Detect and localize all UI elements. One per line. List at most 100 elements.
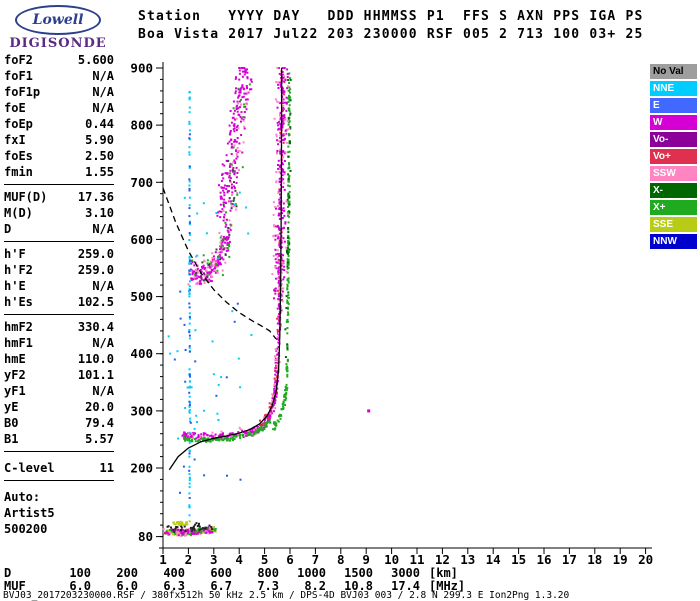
legend-item-vo-: Vo- <box>650 132 697 147</box>
parameter-row: fxI 5.90 <box>4 133 114 149</box>
series-second-order-upper <box>216 67 253 226</box>
digisonde-logo: Lowell DIGISONDE <box>6 5 110 51</box>
x-tick-label: 15 <box>511 552 526 567</box>
parameter-row: foEs 2.50 <box>4 149 114 165</box>
series-e-region-dark <box>166 522 213 533</box>
legend-item-no-val: No Val <box>650 64 697 79</box>
table-cell: 6.3 <box>163 579 185 593</box>
lowell-logo-oval: Lowell <box>15 5 101 35</box>
series-second-order-dark <box>195 159 238 282</box>
parameter-label: h'F2 <box>4 263 33 277</box>
table-cell: 1000 <box>297 566 326 580</box>
x-tick-label: 5 <box>261 552 269 567</box>
legend-item-vo+: Vo+ <box>650 149 697 164</box>
ionogram-scatter <box>162 67 371 537</box>
parameter-row: fmin 1.55 <box>4 165 114 181</box>
parameter-label: foE <box>4 101 26 115</box>
table-unit: [km] <box>429 566 458 580</box>
legend-item-nnw: NNW <box>650 234 697 249</box>
parameter-label: hmF1 <box>4 336 33 350</box>
line-true-height-profile <box>168 68 283 471</box>
parameter-label: yE <box>4 400 19 414</box>
parameter-value: N/A <box>92 279 114 293</box>
autoscaling-info: Auto: <box>4 490 41 504</box>
parameter-label: yF2 <box>4 368 26 382</box>
series-stray-echo <box>367 409 371 413</box>
parameter-value: 259.0 <box>77 247 114 261</box>
parameter-label: foF2 <box>4 53 33 67</box>
legend-item-x+: X+ <box>650 200 697 215</box>
parameter-row: foE N/A <box>4 101 114 117</box>
parameter-row: yE 20.0 <box>4 400 114 416</box>
y-tick-label: 700 <box>130 175 153 190</box>
direction-color-legend: No Val NNE E W Vo- Vo+ SSW X- X+ SSE NNW <box>650 64 697 251</box>
parameter-row: yF2 101.1 <box>4 368 114 384</box>
series-es-layer <box>172 520 191 527</box>
y-tick-label: 400 <box>130 346 153 361</box>
table-cell: 10.8 <box>344 579 373 593</box>
table-cell: 400 <box>163 566 185 580</box>
parameter-value: 5.600 <box>77 53 114 67</box>
parameter-group: foF2 5.600 foF1 N/A foF1p N/A foE N/A foEp 0.44 fx… <box>4 53 114 185</box>
header-line-1: Station YYYY DAY DDD HHMMSS P1 FFS S AXN… <box>138 9 644 24</box>
parameter-value: 5.57 <box>85 432 114 446</box>
parameter-label: h'Es <box>4 295 33 309</box>
y-tick-label: 900 <box>130 61 153 76</box>
x-tick-label: 4 <box>235 552 243 567</box>
series-asymptote-spread-magenta <box>273 67 289 316</box>
series-noise-cyan <box>167 191 253 440</box>
digisonde-logo-text: DIGISONDE <box>9 36 107 51</box>
x-tick-label: 3 <box>210 552 218 567</box>
legend-item-x-: X- <box>650 183 697 198</box>
parameter-value: 79.4 <box>85 416 114 430</box>
parameter-row: foEp 0.44 <box>4 117 114 133</box>
parameter-row: h'Es 102.5 <box>4 295 114 311</box>
parameter-value: 17.36 <box>77 190 114 204</box>
table-row-d: D 100 200 400 600 800 1000 1500 3000 [km] <box>4 566 465 580</box>
parameter-label: foEs <box>4 149 33 163</box>
table-cell: 7.3 <box>257 579 279 593</box>
table-cell: 8.2 <box>304 579 326 593</box>
x-tick-label: 19 <box>613 552 628 567</box>
x-tick-label: 14 <box>486 552 501 567</box>
series-asymptote-spread-pink <box>271 67 291 303</box>
series-noise-blue <box>173 290 242 494</box>
table-cell: 6.0 <box>116 579 138 593</box>
table-unit: [MHz] <box>429 579 466 593</box>
file-info-footer: BVJ03_2017203230000.RSF / 380fx512h 50 k… <box>3 590 570 601</box>
legend-item-sse: SSE <box>650 217 697 232</box>
parameter-row: yF1 N/A <box>4 384 114 400</box>
x-tick-label: 10 <box>384 552 399 567</box>
parameter-label: MUF(D) <box>4 190 48 204</box>
x-tick-label: 9 <box>362 552 370 567</box>
parameter-label: fxI <box>4 133 26 147</box>
parameter-value: 3.10 <box>85 206 114 220</box>
parameter-label: hmF2 <box>4 320 33 334</box>
series-e-region-magenta <box>163 526 214 537</box>
station-header: Station YYYY DAY DDD HHMMSS P1 FFS S AXN… <box>138 8 644 44</box>
parameter-value: N/A <box>92 85 114 99</box>
parameter-label: M(D) <box>4 206 33 220</box>
parameter-label: yF1 <box>4 384 26 398</box>
parameter-row: M(D) 3.10 <box>4 206 114 222</box>
series-x-trace-bend-green <box>272 383 289 431</box>
table-cell: 3000 <box>391 566 420 580</box>
lowell-logo-text: Lowell <box>32 12 84 28</box>
parameter-value: 110.0 <box>77 352 114 366</box>
x-tick-label: 12 <box>435 552 450 567</box>
parameter-row: h'E N/A <box>4 279 114 295</box>
parameter-value: 330.4 <box>77 320 114 334</box>
legend-item-w: W <box>650 115 697 130</box>
parameter-row: h'F 259.0 <box>4 247 114 263</box>
parameter-group: hmF2 330.4 hmF1 N/A hmE 110.0 yF2 101.1 yF1 N/A yE… <box>4 320 114 452</box>
table-cell: 100 <box>69 566 91 580</box>
parameter-value: 1.55 <box>85 165 114 179</box>
parameter-value: 2.50 <box>85 149 114 163</box>
x-tick-label: 13 <box>460 552 475 567</box>
parameter-row: B1 5.57 <box>4 432 114 448</box>
parameter-panel: foF2 5.600 foF1 N/A foF1p N/A foE N/A foEp 0.44 fx… <box>4 53 114 538</box>
parameter-label: fmin <box>4 165 33 179</box>
x-tick-label: 1 <box>159 552 167 567</box>
parameter-row: MUF(D) 17.36 <box>4 190 114 206</box>
table-cell: 6.7 <box>210 579 232 593</box>
